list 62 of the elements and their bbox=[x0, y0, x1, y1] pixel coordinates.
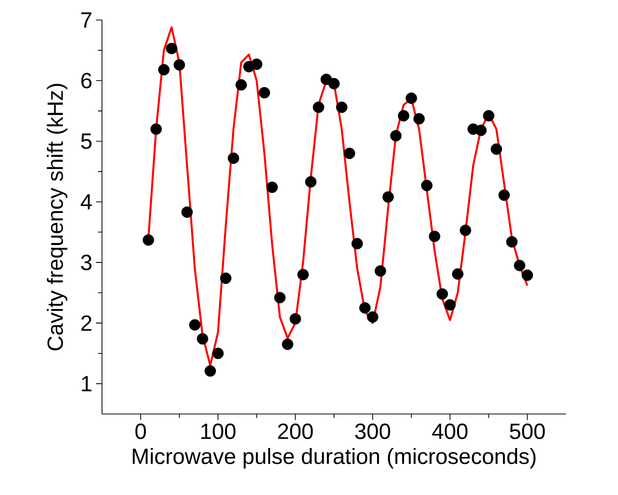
x-tick-label: 200 bbox=[278, 424, 313, 440]
point bbox=[228, 152, 240, 164]
point bbox=[204, 365, 216, 377]
y-tick-label: 7 bbox=[81, 12, 92, 28]
point bbox=[428, 230, 440, 242]
point bbox=[398, 110, 410, 122]
point bbox=[158, 64, 170, 76]
point bbox=[359, 302, 371, 314]
point bbox=[258, 87, 270, 98]
point bbox=[522, 269, 534, 281]
y-axis-title: Cavity frequency shift (kHz) bbox=[46, 84, 68, 350]
point bbox=[413, 113, 425, 125]
point bbox=[444, 299, 456, 311]
point bbox=[328, 78, 340, 90]
x-tick-label: 300 bbox=[355, 424, 390, 440]
point bbox=[174, 59, 186, 71]
point bbox=[196, 333, 208, 345]
point bbox=[181, 206, 193, 218]
point bbox=[274, 292, 286, 304]
point bbox=[406, 92, 418, 104]
point bbox=[282, 338, 294, 350]
point bbox=[374, 265, 386, 277]
point bbox=[297, 268, 309, 280]
point bbox=[344, 148, 356, 160]
y-tick-label: 1 bbox=[82, 376, 92, 392]
y-tick-label: 5 bbox=[81, 134, 92, 149]
point bbox=[266, 182, 278, 193]
point bbox=[475, 124, 487, 136]
y-tick-label: 6 bbox=[81, 72, 92, 88]
y-tick-label: 2 bbox=[81, 315, 92, 331]
point bbox=[490, 143, 502, 155]
point bbox=[142, 234, 154, 246]
x-tick-label: 0 bbox=[135, 424, 146, 440]
point bbox=[436, 288, 448, 300]
point bbox=[166, 42, 178, 54]
x-tick-label: 100 bbox=[201, 424, 236, 440]
point bbox=[150, 123, 162, 135]
point bbox=[290, 313, 302, 325]
point bbox=[220, 272, 232, 284]
point bbox=[390, 130, 402, 142]
point bbox=[460, 224, 472, 236]
point bbox=[382, 191, 394, 203]
point bbox=[250, 58, 262, 70]
point bbox=[498, 189, 510, 201]
y-tick-label: 3 bbox=[81, 254, 92, 270]
y-tick-label: 4 bbox=[80, 194, 92, 210]
point bbox=[514, 260, 526, 272]
x-tick-label: 500 bbox=[510, 424, 545, 440]
point bbox=[452, 268, 464, 280]
point bbox=[236, 79, 247, 91]
x-axis-title: Microwave pulse duration (microseconds) bbox=[132, 448, 536, 468]
point bbox=[212, 348, 224, 360]
point bbox=[336, 102, 348, 113]
point bbox=[189, 319, 201, 331]
x-tick-label: 400 bbox=[432, 424, 468, 440]
point bbox=[506, 236, 518, 248]
point bbox=[482, 110, 494, 122]
point bbox=[305, 176, 317, 188]
point bbox=[352, 238, 363, 250]
point bbox=[421, 180, 433, 192]
point bbox=[312, 102, 324, 113]
point bbox=[366, 311, 378, 323]
